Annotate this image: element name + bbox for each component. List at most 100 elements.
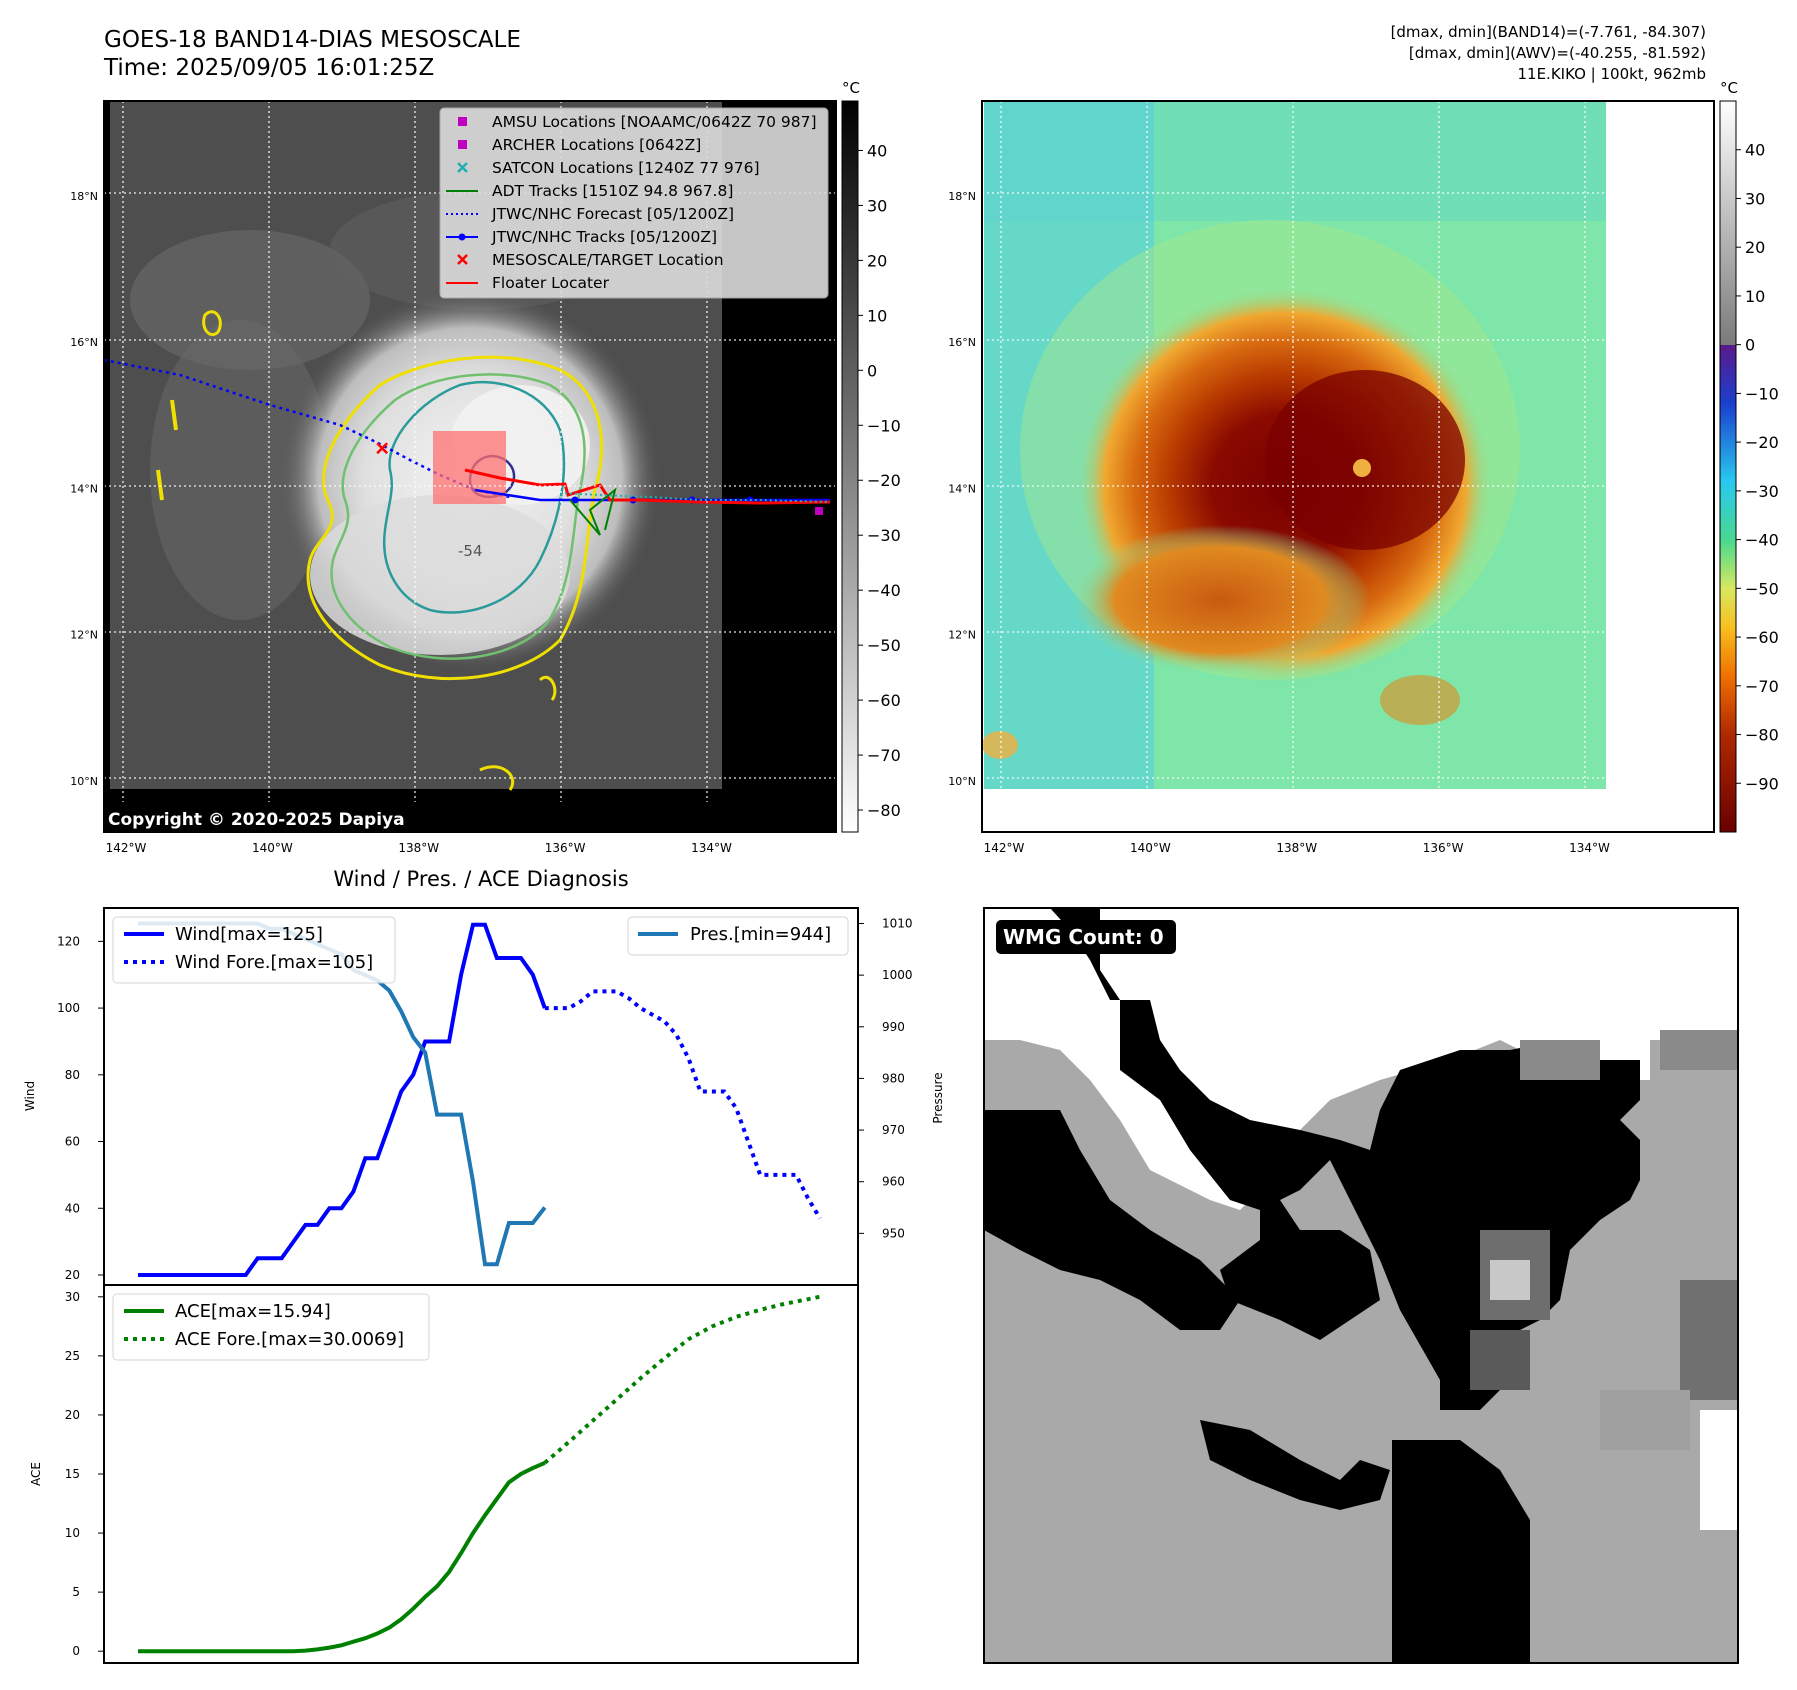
- colorbar-tick-label: 0: [1745, 336, 1755, 355]
- contour-yellow: [538, 676, 557, 701]
- target-location-marker: [376, 442, 389, 455]
- pressure-y-tick-label: 960: [882, 1175, 905, 1189]
- legend-entry-label: Floater Locater: [492, 274, 610, 292]
- legend-entry: JTWC/NHC Forecast [05/1200Z]: [446, 205, 734, 223]
- colorbar-tick-label: −60: [867, 691, 901, 710]
- wmg-gray-cell: [1470, 1330, 1530, 1390]
- contour-yellow: [479, 765, 515, 791]
- storm-info: 11E.KIKO | 100kt, 962mb: [1517, 65, 1706, 83]
- wmg-cold-band: [1392, 1440, 1530, 1663]
- ace-y-tick-label: 30: [65, 1290, 80, 1304]
- contour-teal: [382, 380, 566, 614]
- legend-entry-label: AMSU Locations [NOAAMC/0642Z 70 987]: [492, 113, 817, 131]
- legend-entry: JTWC/NHC Tracks [05/1200Z]: [446, 228, 717, 246]
- ace-y-tick-label: 15: [65, 1467, 80, 1481]
- wmg-badge: [996, 920, 1176, 954]
- cloud-band: [150, 320, 330, 620]
- wmg-clear-region: [984, 908, 1740, 1210]
- right-colorbar-unit: °C: [1720, 79, 1738, 97]
- colorbar-tick-label: −20: [1745, 433, 1779, 452]
- lon-tick-label: 142°W: [984, 841, 1025, 855]
- legend-label-pressure: Pres.[min=944]: [690, 924, 831, 945]
- colorbar-tick-label: −90: [1745, 774, 1779, 793]
- colorbar-tick-label: −10: [867, 416, 901, 435]
- legend-entry-label: MESOSCALE/TARGET Location: [492, 251, 724, 269]
- wmg-cold-band: [1200, 1420, 1390, 1510]
- wind-forecast-line: [544, 989, 822, 1220]
- contour-yellow: [306, 355, 604, 681]
- ace-axis-label: ACE: [29, 1462, 43, 1486]
- pressure-y-tick-label: 970: [882, 1123, 905, 1137]
- lat-tick-label: 18°N: [70, 190, 98, 203]
- legend-marker-square: [458, 140, 467, 149]
- colorbar-tick-label: −50: [867, 636, 901, 655]
- legend-entry: ARCHER Locations [0642Z]: [458, 136, 701, 154]
- ace-series-line: [138, 1461, 546, 1654]
- legend-entry-label: ADT Tracks [1510Z 94.8 967.8]: [492, 182, 733, 200]
- legend-entry-label: ARCHER Locations [0642Z]: [492, 136, 701, 154]
- left-map: -54: [103, 100, 837, 833]
- cloud-cell: [982, 731, 1018, 759]
- pressure-y-tick-label: 950: [882, 1226, 905, 1240]
- wind-legend: Wind[max=125] Wind Fore.[max=105]: [112, 916, 396, 984]
- map-axis-ticks: 18°N 16°N 14°N 12°N 10°N 142°W 140°W 138°W 136°W…: [70, 190, 1610, 855]
- ace-y-tick-label: 10: [65, 1526, 80, 1540]
- left-colorbar-bar: [841, 100, 859, 833]
- left-colorbar: °C 40 30 20 10 0 −10 −20 −30 −40 −50 −60 −70 −80: [841, 79, 901, 833]
- lon-tick-label: 140°W: [252, 841, 293, 855]
- wmg-gray-cell: [1680, 1280, 1738, 1400]
- colorbar-tick-label: 30: [1745, 189, 1765, 208]
- left-colorbar-unit: °C: [842, 79, 860, 97]
- pressure-y-tick-label: 990: [882, 1020, 905, 1034]
- colorbar-tick-label: −30: [867, 526, 901, 545]
- ace-forecast-line: [543, 1294, 821, 1465]
- wind-y-tick-label: 40: [65, 1201, 80, 1215]
- colorbar-tick-label: −40: [1745, 531, 1779, 550]
- lat-tick-label: 18°N: [948, 190, 976, 203]
- ace-y-tick-label: 20: [65, 1408, 80, 1422]
- wind-pressure-chart: Wind Pressure 20 40 60 80 100 120 950 960 970 98…: [23, 907, 945, 1286]
- left-map-legend: AMSU Locations [NOAAMC/0642Z 70 987] ARCH…: [439, 107, 829, 299]
- cloud-band: [130, 230, 370, 370]
- colorbar-tick-label: −30: [1745, 482, 1779, 501]
- right-map: [981, 100, 1715, 833]
- lat-tick-label: 14°N: [70, 482, 98, 495]
- clear-sky-region: [984, 101, 1606, 221]
- pressure-y-tick-label: 1010: [882, 916, 913, 930]
- colorbar-tick-label: 40: [1745, 141, 1765, 160]
- right-map-frame: [981, 100, 1715, 833]
- ace-y-tick-label: 5: [72, 1585, 80, 1599]
- ace-y-tick-label: 0: [72, 1644, 80, 1658]
- colorbar-tick-label: 40: [867, 141, 887, 160]
- pressure-axis-label: Pressure: [931, 1072, 945, 1123]
- diagnosis-title: Wind / Pres. / ACE Diagnosis: [333, 867, 628, 891]
- lat-tick-label: 12°N: [948, 629, 976, 642]
- adt-track: [569, 487, 617, 536]
- wmg-cold-band: [984, 1110, 1240, 1330]
- figure-title: GOES-18 BAND14-DIAS MESOSCALE: [104, 27, 521, 53]
- copyright-text: Copyright © 2020-2025 Dapiya: [108, 810, 405, 830]
- colorbar-tick-label: 10: [867, 306, 887, 325]
- lon-tick-label: 142°W: [106, 841, 147, 855]
- colorbar-tick-label: −60: [1745, 628, 1779, 647]
- pressure-y-tick-label: 980: [882, 1071, 905, 1085]
- lon-tick-label: 134°W: [1569, 841, 1610, 855]
- wind-y-tick-label: 60: [65, 1135, 80, 1149]
- lat-tick-label: 10°N: [70, 775, 98, 788]
- legend-entry-label: SATCON Locations [1240Z 77 976]: [492, 159, 760, 177]
- legend-entry: AMSU Locations [NOAAMC/0642Z 70 987]: [458, 113, 817, 131]
- legend-entry: SATCON Locations [1240Z 77 976]: [457, 159, 760, 177]
- colorbar-tick-label: −10: [1745, 384, 1779, 403]
- wind-series-line: [138, 922, 547, 1277]
- ace-y-tick-label: 25: [65, 1349, 80, 1363]
- lat-tick-label: 16°N: [948, 336, 976, 349]
- colorbar-tick-label: 0: [867, 361, 877, 380]
- wind-y-tick-label: 120: [57, 934, 80, 948]
- contour-yellow: [170, 399, 178, 431]
- legend-marker-square: [458, 117, 467, 126]
- wind-axis-label: Wind: [23, 1081, 37, 1111]
- wmg-gray-cell: [1600, 1390, 1690, 1450]
- legend-marker-x: [457, 162, 468, 173]
- ace-legend: ACE[max=15.94] ACE Fore.[max=30.0069]: [112, 1293, 430, 1361]
